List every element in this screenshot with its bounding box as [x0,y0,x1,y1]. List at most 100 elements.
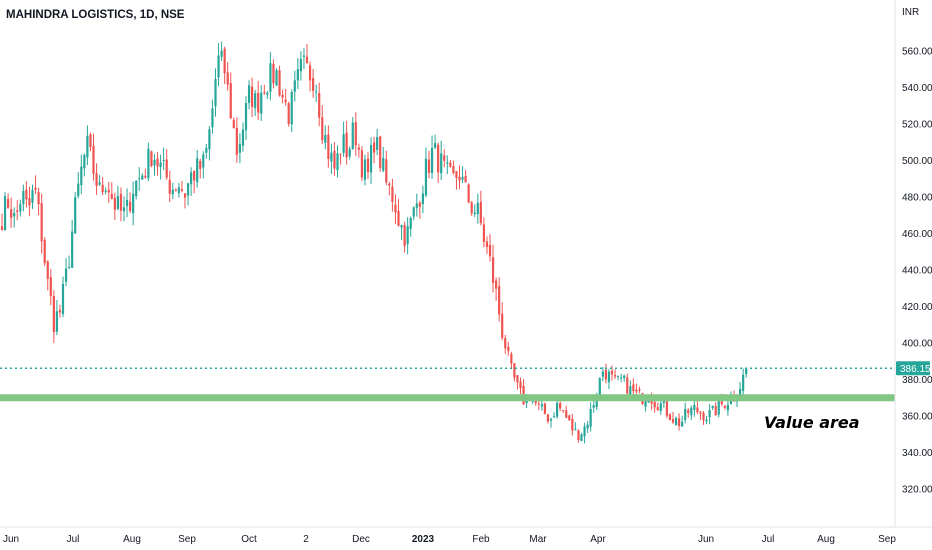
candle-body [354,122,357,146]
candle-body [25,189,28,200]
candle-body [668,413,672,421]
price-tick-label: 520.00 [902,120,932,131]
price-tick-label: 560.00 [902,47,932,58]
candle-body [403,225,406,247]
candle-body [437,144,440,173]
candle-body [86,135,89,158]
candle-body [351,122,354,150]
candle-body [690,407,693,416]
candle-body [446,162,449,164]
candle-body [241,129,245,146]
candle-body [77,183,80,197]
candle-body [92,145,95,174]
candle-body [674,418,678,426]
candle-body [180,189,184,191]
price-tick-label: 420.00 [902,302,932,313]
candle-body [681,421,684,427]
price-axis-ticks: 320.00 340.00 360.00 380.00 400.00 420.00 440.… [902,47,932,496]
candle-body [488,244,492,257]
candle-body [247,85,251,103]
candle-body [275,70,278,86]
candle-body [415,203,418,208]
candle-body [98,182,101,185]
candle-body [183,193,187,198]
candle-body [592,405,595,408]
candle-body [46,261,49,279]
candle-body [726,404,729,411]
candle-body [214,78,217,107]
candle-body [412,207,415,217]
candle-body [479,201,482,224]
candle-body [52,295,55,333]
price-tick-label: 360.00 [902,412,932,423]
candle-body [28,198,31,206]
candle-body [632,384,635,392]
candle-body [190,172,193,185]
candle-body [138,178,141,180]
candle-body [482,224,485,243]
time-tick-label: Jun [3,534,19,545]
candle-body [244,103,248,131]
candle-body [74,197,77,234]
candle-body [501,313,504,339]
candle-body [571,418,574,431]
candle-body [315,91,318,93]
price-tick-label: 380.00 [902,375,932,386]
time-tick-label: 2 [303,534,309,545]
candle-body [546,414,550,422]
candle-body [577,430,580,441]
time-tick-label: Mar [529,534,547,545]
candle-body [644,400,647,407]
chart-title: MAHINDRA LOGISTICS, 1D, NSE [6,9,185,21]
candle-body [449,162,452,167]
candle-body [199,160,202,169]
candle-body [113,197,116,210]
price-tick-label: 500.00 [902,156,932,167]
candle-body [229,83,232,119]
candle-body [613,374,617,377]
candle-body [653,401,656,408]
candle-body [388,183,391,186]
candle-body [458,176,461,181]
value-area-annotation: Value area [764,413,860,432]
candle-body [516,375,519,383]
time-tick-label: Sep [178,534,196,545]
candle-body [406,226,409,245]
candle-body [34,187,37,190]
candle-body [510,353,513,364]
candle-body [473,212,476,215]
candle-body [385,159,388,183]
candle-body [720,399,723,404]
candle-body [418,202,421,207]
candle-body [434,143,437,148]
candle-body [504,338,507,349]
candle-body [68,266,71,268]
price-tick-label: 320.00 [902,485,932,496]
currency-label: INR [902,7,919,18]
candle-body [562,410,565,412]
candle-body [327,134,330,159]
candle-body [257,92,260,113]
candle-body [232,119,235,129]
candle-body [366,158,370,173]
candle-body [339,153,342,155]
candle-body [705,419,708,422]
candle-body [254,93,257,109]
candle-body [443,155,446,161]
candle-body [635,389,638,392]
price-tick-label: 460.00 [902,229,932,240]
candle-body [119,193,123,211]
candle-body [565,410,568,418]
candle-body [284,99,287,103]
candle-body [55,311,58,332]
candle-body [549,418,553,421]
candle-body [217,55,220,78]
candle-body [699,411,702,414]
candle-body [312,78,315,91]
candle-body [238,144,241,153]
candle-body [211,108,214,128]
candle-body [647,400,650,403]
candle-body [251,86,254,108]
